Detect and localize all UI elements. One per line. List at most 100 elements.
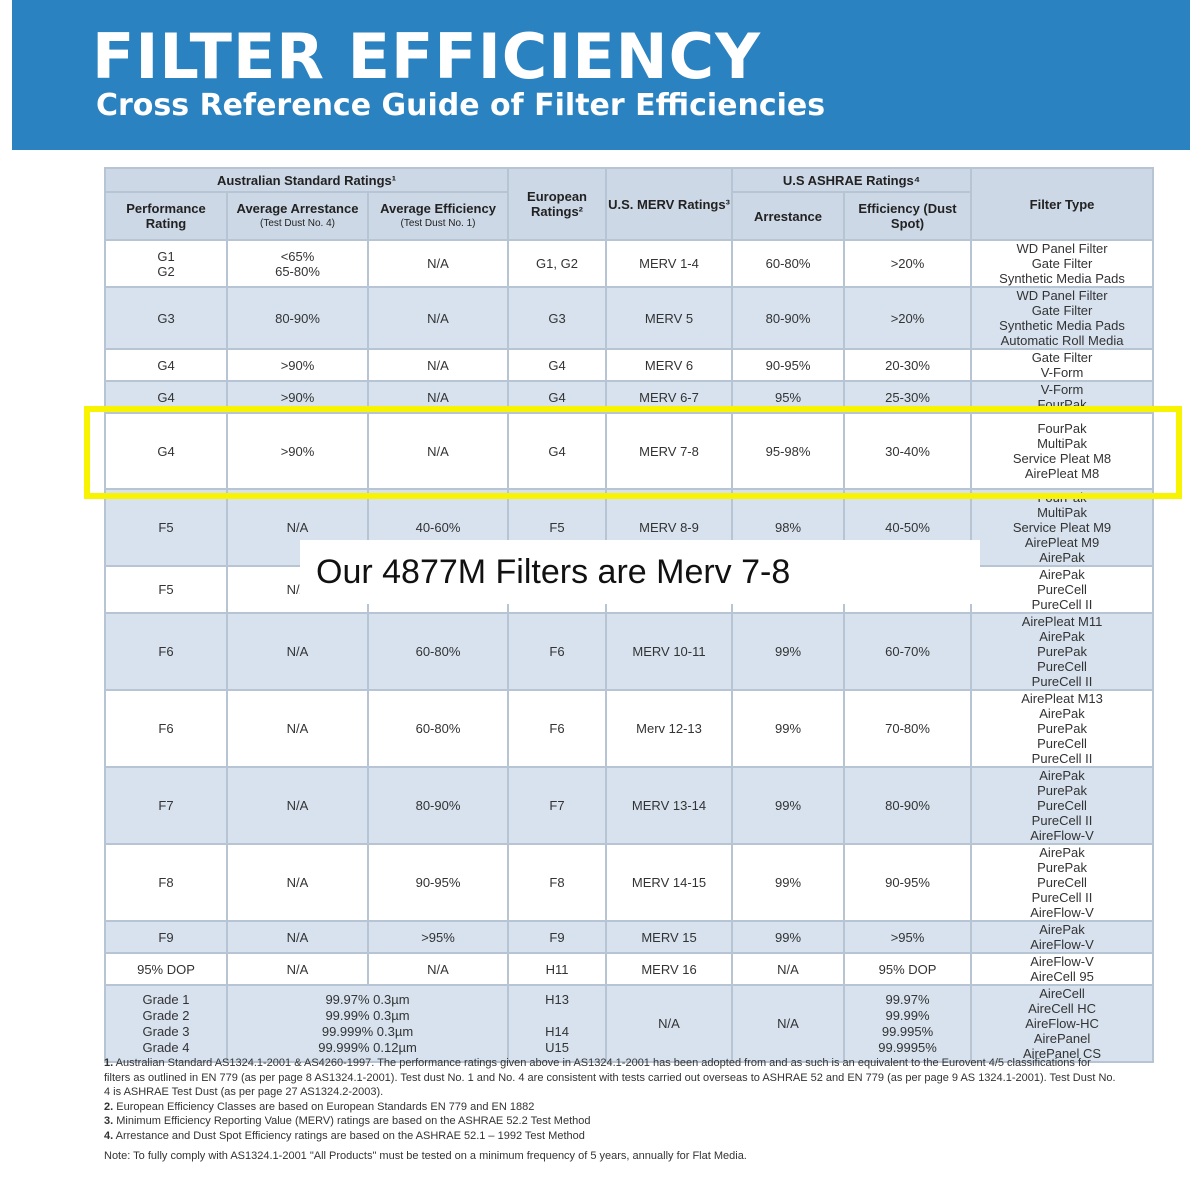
european-cell: F8 [507,843,608,922]
filter-type-cell: AirePak PurePak PureCell PureCell II Air… [970,843,1155,922]
average-efficiency-label: Average Efficiency [380,201,496,216]
table-row: 95% DOP N/A N/A H11 MERV 16 N/A 95% DOP AireFlo… [104,952,1155,986]
footnotes: 1. Australian Standard AS1324.1-2001 & A… [104,1056,1118,1164]
merv-cell: MERV 6 [605,348,734,382]
ashrae-arrestance-cell: N/A [731,952,846,986]
ashrae-efficiency-cell: 95% DOP [843,952,973,986]
european-cell: G4 [507,348,608,382]
ashrae-arrestance-header: Arrestance [731,191,846,241]
average-efficiency-note: (Test Dust No. 1) [400,218,476,229]
australian-ratings-header: Australian Standard Ratings¹ [103,167,510,193]
filter-type-cell: FourPak MultiPak Service Pleat M8 AirePl… [970,412,1155,490]
page-subtitle: Cross Reference Guide of Filter Efficien… [96,88,826,123]
table-row: G4 >90% N/A G4 MERV 7-8 95-98% 30-40% FourPak M… [104,412,1155,490]
european-cell: H11 [507,952,608,986]
ashrae-efficiency-cell: 60-70% [843,612,973,691]
performance-cell: F9 [104,920,228,954]
title-banner [12,0,1190,150]
footnote-3-number: 3. [104,1115,114,1127]
arrestance-cell: <65% 65-80% [226,239,369,288]
overlay-callout: Our 4877M Filters are Merv 7-8 [300,540,980,604]
arrestance-cell: N/A [226,843,369,922]
filter-type-header: Filter Type [970,167,1155,241]
footnote-2-text: European Efficiency Classes are based on… [116,1100,535,1113]
arrestance-cell: N/A [226,766,369,845]
ashrae-efficiency-cell: 99.97% 99.99% 99.995% 99.9995% [843,984,973,1063]
ashrae-arrestance-cell: 99% [731,766,846,845]
ashrae-arrestance-cell: 99% [731,843,846,922]
table-row: F7 N/A 80-90% F7 MERV 13-14 99% 80-90% AirePak … [104,766,1155,845]
footnote-4-text: Arrestance and Dust Spot Efficiency rati… [115,1129,585,1142]
performance-cell: Grade 1 Grade 2 Grade 3 Grade 4 [104,984,228,1063]
table-row: F6 N/A 60-80% F6 MERV 10-11 99% 60-70% AirePlea… [104,612,1155,691]
ashrae-arrestance-cell: 99% [731,689,846,768]
ashrae-efficiency-cell: 80-90% [843,766,973,845]
arrestance-cell: >90% [226,348,369,382]
efficiency-cell: 60-80% [366,689,510,768]
filter-type-cell: AirePak AireFlow-V [970,920,1155,954]
ashrae-ratings-header: U.S ASHRAE Ratings⁴ [731,167,973,193]
table-row: G1 G2 <65% 65-80% N/A G1, G2 MERV 1-4 60-80% >… [104,239,1155,288]
merv-cell: MERV 5 [605,286,734,350]
merv-cell: MERV 15 [605,920,734,954]
european-cell: F7 [507,766,608,845]
hepa-rating-cell: 99.97% 0.3µm 99.99% 0.3µm 99.999% 0.3µm … [225,984,510,1063]
filter-type-cell: WD Panel Filter Gate Filter Synthetic Me… [970,286,1155,350]
performance-rating-header: Performance Rating [104,191,228,241]
efficiency-cell: N/A [366,239,510,288]
arrestance-cell: N/A [226,920,369,954]
ashrae-arrestance-cell: 99% [731,920,846,954]
ashrae-arrestance-cell: 95-98% [731,412,846,490]
performance-cell: G1 G2 [104,239,228,288]
footnote-1-number: 1. [104,1057,114,1069]
arrestance-cell: N/A [226,952,369,986]
european-cell: F9 [507,920,608,954]
footnote-1-text: Australian Standard AS1324.1-2001 & AS42… [104,1057,1116,1098]
table-body: G1 G2 <65% 65-80% N/A G1, G2 MERV 1-4 60-80% >… [104,239,1155,1063]
efficiency-cell: 90-95% [366,843,510,922]
arrestance-cell: N/A [226,689,369,768]
merv-cell: MERV 10-11 [605,612,734,691]
efficiency-cell: >95% [366,920,510,954]
filter-type-cell: AirePak PurePak PureCell PureCell II Air… [970,766,1155,845]
filter-type-cell: Gate Filter V-Form [970,348,1155,382]
performance-cell: G4 [104,348,228,382]
footnote-4: 4. Arrestance and Dust Spot Efficiency r… [104,1129,1118,1144]
table-row: F9 N/A >95% F9 MERV 15 99% >95% AirePak AireFlo… [104,920,1155,954]
efficiency-cell: N/A [366,952,510,986]
merv-cell: MERV 13-14 [605,766,734,845]
filter-type-cell: AirePleat M11 AirePak PurePak PureCell P… [970,612,1155,691]
ashrae-arrestance-cell: 60-80% [731,239,846,288]
european-cell: G1, G2 [507,239,608,288]
filter-type-cell: FourPak MultiPak Service Pleat M9 AirePl… [970,488,1155,567]
european-ratings-header: European Ratings² [507,167,608,241]
table-row: G3 80-90% N/A G3 MERV 5 80-90% >20% WD Panel Fi… [104,286,1155,350]
performance-cell: F5 [104,565,228,614]
performance-cell: G3 [104,286,228,350]
ashrae-efficiency-cell: >95% [843,920,973,954]
filter-type-cell: AireCell AireCell HC AireFlow-HC AirePan… [970,984,1155,1063]
european-cell: G3 [507,286,608,350]
footnote-1: 1. Australian Standard AS1324.1-2001 & A… [104,1056,1118,1100]
footnote-4-number: 4. [104,1129,114,1142]
performance-cell: G4 [104,412,228,490]
efficiency-cell: N/A [366,286,510,350]
ashrae-efficiency-cell: 90-95% [843,843,973,922]
average-arrestance-note: (Test Dust No. 4) [259,218,336,229]
footnote-2-number: 2. [104,1100,114,1113]
filter-type-cell: AireFlow-V AireCell 95 [970,952,1155,986]
merv-cell: MERV 16 [605,952,734,986]
merv-cell: Merv 12-13 [605,689,734,768]
compliance-note: Note: To fully comply with AS1324.1-2001… [104,1150,747,1162]
merv-cell: N/A [605,984,734,1063]
page-title: FILTER EFFICIENCY [92,20,761,93]
ashrae-arrestance-cell: N/A [731,984,846,1063]
merv-7-8-highlight [84,406,1182,499]
efficiency-cell: 60-80% [366,612,510,691]
table-row: G4 >90% N/A G4 MERV 6 90-95% 20-30% Gate Filter… [104,348,1155,382]
merv-cell: MERV 7-8 [605,412,734,490]
ashrae-efficiency-cell: 20-30% [843,348,973,382]
ashrae-arrestance-cell: 90-95% [731,348,846,382]
efficiency-cell: 80-90% [366,766,510,845]
efficiency-table: Australian Standard Ratings¹ European Ra… [103,167,1155,1063]
